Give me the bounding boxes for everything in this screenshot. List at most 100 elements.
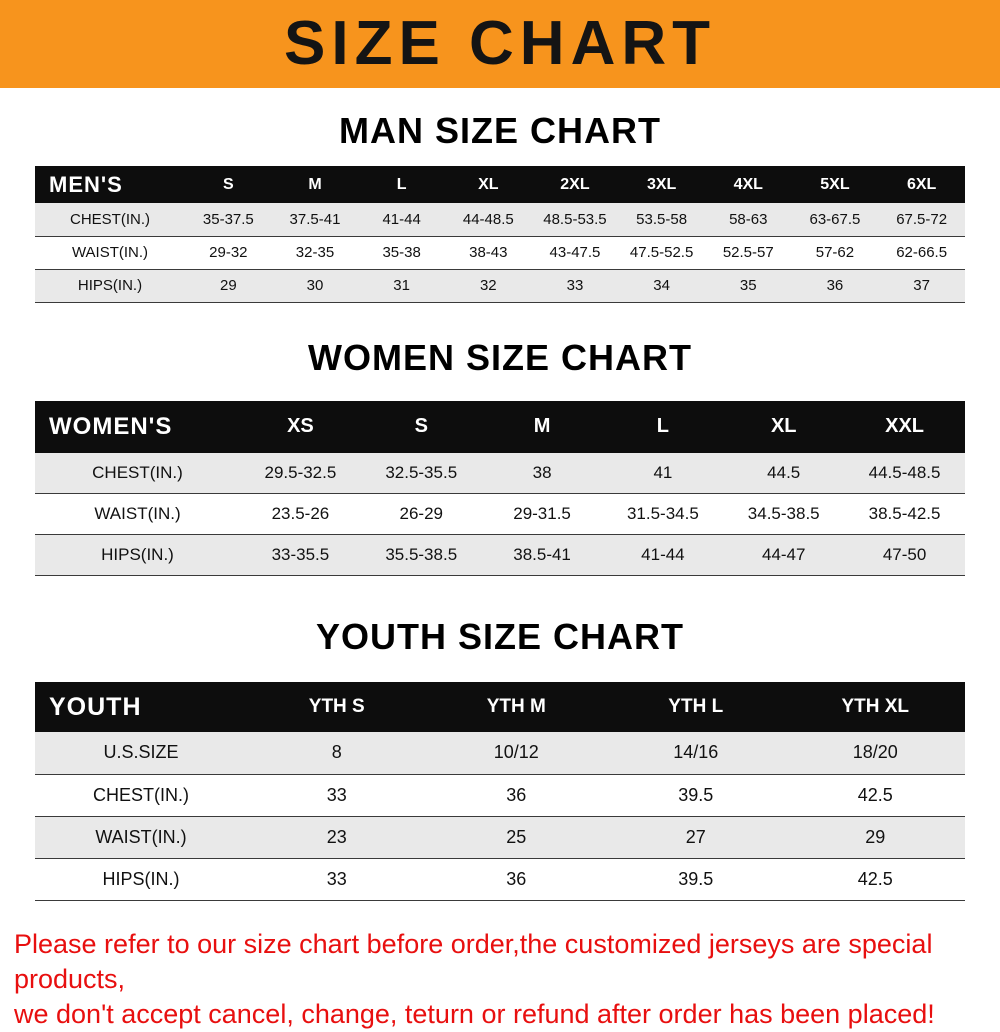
size-value-cell: 41-44 xyxy=(382,210,421,228)
size-column-header: YTH S xyxy=(247,682,427,732)
table-row: CHEST(IN.) 33 36 39.5 42.5 xyxy=(35,774,965,816)
page-title: SIZE CHART xyxy=(284,9,716,78)
womens-section-heading: WOMEN SIZE CHART xyxy=(308,336,692,378)
footer-line-1: Please refer to our size chart before or… xyxy=(14,928,933,994)
footer-note: Please refer to our size chart before or… xyxy=(14,927,1000,1032)
size-value-cell: 32.5-35.5 xyxy=(385,462,458,482)
size-value-cell: 23 xyxy=(326,826,347,847)
size-column-header: YTH L xyxy=(606,682,786,732)
size-value-cell: 43-47.5 xyxy=(549,244,601,261)
size-value-cell: 23.5-26 xyxy=(271,504,330,523)
size-value-cell: 36 xyxy=(506,868,527,889)
size-column-header: 3XL xyxy=(618,166,705,203)
row-label: CHEST(IN.) xyxy=(92,462,183,482)
size-value-cell: 35-37.5 xyxy=(202,210,254,228)
size-column-header: 6XL xyxy=(878,166,965,203)
mens-section: MAN SIZE CHART MEN'S S M L XL 2XL 3XL 4XL 5XL 6XL… xyxy=(0,110,1000,303)
size-value-cell: 25 xyxy=(506,826,527,847)
table-corner-label: YOUTH xyxy=(35,682,247,732)
size-value-cell: 8 xyxy=(331,742,342,763)
size-value-cell: 26-29 xyxy=(399,504,443,523)
size-value-cell: 34.5-38.5 xyxy=(747,504,820,523)
row-label: WAIST(IN.) xyxy=(71,244,149,261)
row-label: CHEST(IN.) xyxy=(70,210,150,228)
size-value-cell: 32 xyxy=(479,277,497,294)
size-value-cell: 47-50 xyxy=(882,545,927,564)
table-row: WAIST(IN.) 23.5-26 26-29 29-31.5 31.5-34.5 34… xyxy=(35,493,965,535)
mens-size-table: MEN'S S M L XL 2XL 3XL 4XL 5XL 6XL CHEST(IN.) 35-37… xyxy=(35,166,965,303)
table-header-row: YOUTH YTH S YTH M YTH L YTH XL xyxy=(35,682,965,732)
size-value-cell: 53.5-58 xyxy=(636,210,688,228)
size-column-header: YTH XL xyxy=(785,682,965,732)
size-column-header: 2XL xyxy=(531,166,619,203)
size-column-header: M xyxy=(271,166,359,203)
size-value-cell: 63-67.5 xyxy=(809,210,861,228)
banner: SIZE CHART xyxy=(0,0,1000,88)
row-label: WAIST(IN.) xyxy=(95,826,187,847)
row-label: HIPS(IN.) xyxy=(101,545,174,564)
size-value-cell: 33 xyxy=(566,277,584,294)
size-value-cell: 34 xyxy=(653,277,670,294)
size-column-header: M xyxy=(481,400,603,453)
size-value-cell: 37.5-41 xyxy=(289,210,341,228)
size-value-cell: 29.5-32.5 xyxy=(264,462,337,482)
size-value-cell: 29 xyxy=(865,826,886,847)
womens-section: WOMEN SIZE CHART WOMEN'S XS S M L XL XXL CHEST(… xyxy=(0,337,1000,577)
size-value-cell: 35.5-38.5 xyxy=(385,545,458,564)
size-value-cell: 42.5 xyxy=(857,784,893,805)
size-value-cell: 67.5-72 xyxy=(896,210,948,228)
size-value-cell: 37 xyxy=(913,277,930,294)
size-column-header: S xyxy=(360,400,482,453)
size-column-header: S xyxy=(185,166,272,203)
size-value-cell: 27 xyxy=(685,826,706,847)
table-header-row: WOMEN'S XS S M L XL XXL xyxy=(35,400,965,453)
size-column-header: XL xyxy=(444,166,532,203)
mens-section-heading: MAN SIZE CHART xyxy=(339,110,661,151)
youth-section-heading: YOUTH SIZE CHART xyxy=(315,616,684,657)
size-column-header: 5XL xyxy=(791,166,879,203)
size-value-cell: 38 xyxy=(532,462,552,482)
table-row: CHEST(IN.) 29.5-32.5 32.5-35.5 38 41 44.5 44.5… xyxy=(35,452,965,494)
size-value-cell: 41-44 xyxy=(641,545,685,564)
size-value-cell: 36 xyxy=(826,277,844,294)
table-row: WAIST(IN.) 23 25 27 29 xyxy=(35,816,965,858)
size-value-cell: 18/20 xyxy=(852,742,898,763)
size-value-cell: 30 xyxy=(306,277,324,294)
size-column-header: YTH M xyxy=(426,682,606,732)
size-value-cell: 38.5-41 xyxy=(513,545,571,564)
size-value-cell: 31 xyxy=(393,277,410,294)
size-column-header: 4XL xyxy=(704,166,792,203)
size-column-header: L xyxy=(358,166,445,203)
size-value-cell: 62-66.5 xyxy=(896,244,948,261)
table-row: HIPS(IN.) 29 30 31 32 33 34 35 36 37 xyxy=(35,269,965,302)
row-label: U.S.SIZE xyxy=(103,742,179,763)
size-value-cell: 44-48.5 xyxy=(462,210,514,228)
size-column-header: L xyxy=(602,400,724,453)
row-label: HIPS(IN.) xyxy=(102,868,180,889)
size-value-cell: 38-43 xyxy=(469,244,508,261)
table-row: HIPS(IN.) 33 36 39.5 42.5 xyxy=(35,858,965,900)
size-value-cell: 36 xyxy=(506,784,527,805)
size-column-header: XL xyxy=(723,400,845,453)
row-label: HIPS(IN.) xyxy=(77,277,143,294)
size-value-cell: 33 xyxy=(326,784,347,805)
size-value-cell: 29-31.5 xyxy=(513,504,571,523)
size-value-cell: 44.5 xyxy=(767,462,801,482)
size-value-cell: 58-63 xyxy=(729,210,768,228)
footer-line-2: we don't accept cancel, change, teturn o… xyxy=(14,998,935,1029)
size-value-cell: 31.5-34.5 xyxy=(626,504,699,523)
size-column-header: XS xyxy=(240,400,361,453)
size-value-cell: 38.5-42.5 xyxy=(868,504,941,523)
youth-size-table: YOUTH YTH S YTH M YTH L YTH XL U.S.SIZE 8 10/12… xyxy=(35,682,965,901)
size-value-cell: 57-62 xyxy=(815,244,855,261)
size-value-cell: 35 xyxy=(739,277,757,294)
row-label: CHEST(IN.) xyxy=(93,784,189,805)
size-value-cell: 33 xyxy=(326,868,347,889)
table-header-row: MEN'S S M L XL 2XL 3XL 4XL 5XL 6XL xyxy=(35,166,965,203)
size-value-cell: 29 xyxy=(219,277,237,294)
size-value-cell: 33-35.5 xyxy=(271,545,330,564)
table-corner-label: WOMEN'S xyxy=(35,400,240,453)
size-value-cell: 39.5 xyxy=(678,784,714,805)
size-value-cell: 29-32 xyxy=(209,244,248,261)
size-value-cell: 35-38 xyxy=(382,244,421,261)
